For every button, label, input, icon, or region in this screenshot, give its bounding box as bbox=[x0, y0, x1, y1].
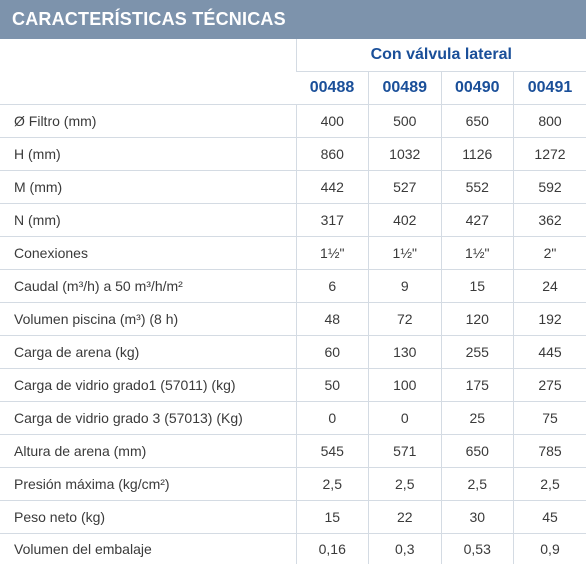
value-cell: 445 bbox=[514, 336, 586, 369]
model-header-00488: 00488 bbox=[296, 72, 369, 105]
value-cell: 72 bbox=[369, 303, 442, 336]
value-cell: 592 bbox=[514, 171, 586, 204]
row-label: M (mm) bbox=[0, 171, 296, 204]
section-title: CARACTERÍSTICAS TÉCNICAS bbox=[0, 0, 586, 39]
value-cell: 400 bbox=[296, 105, 369, 138]
value-cell: 1½" bbox=[296, 237, 369, 270]
value-cell: 442 bbox=[296, 171, 369, 204]
value-cell: 0,16 bbox=[296, 534, 369, 564]
value-cell: 860 bbox=[296, 138, 369, 171]
model-header-00489: 00489 bbox=[369, 72, 442, 105]
value-cell: 2,5 bbox=[514, 468, 586, 501]
value-cell: 2,5 bbox=[369, 468, 442, 501]
value-cell: 402 bbox=[369, 204, 442, 237]
row-label: Peso neto (kg) bbox=[0, 501, 296, 534]
value-cell: 2,5 bbox=[441, 468, 514, 501]
value-cell: 1½" bbox=[441, 237, 514, 270]
value-cell: 30 bbox=[441, 501, 514, 534]
value-cell: 552 bbox=[441, 171, 514, 204]
corner-cell bbox=[0, 39, 296, 105]
row-label: Carga de vidrio grado 3 (57013) (Kg) bbox=[0, 402, 296, 435]
value-cell: 15 bbox=[441, 270, 514, 303]
model-header-00491: 00491 bbox=[514, 72, 586, 105]
value-cell: 9 bbox=[369, 270, 442, 303]
value-cell: 571 bbox=[369, 435, 442, 468]
value-cell: 362 bbox=[514, 204, 586, 237]
row-label: Volumen piscina (m³) (8 h) bbox=[0, 303, 296, 336]
value-cell: 500 bbox=[369, 105, 442, 138]
value-cell: 1126 bbox=[441, 138, 514, 171]
value-cell: 120 bbox=[441, 303, 514, 336]
value-cell: 1032 bbox=[369, 138, 442, 171]
value-cell: 800 bbox=[514, 105, 586, 138]
value-cell: 15 bbox=[296, 501, 369, 534]
value-cell: 1272 bbox=[514, 138, 586, 171]
value-cell: 45 bbox=[514, 501, 586, 534]
value-cell: 427 bbox=[441, 204, 514, 237]
row-label: Altura de arena (mm) bbox=[0, 435, 296, 468]
row-label: Volumen del embalaje bbox=[0, 534, 296, 564]
value-cell: 2,5 bbox=[296, 468, 369, 501]
value-cell: 192 bbox=[514, 303, 586, 336]
group-header-row: Con válvula lateral bbox=[0, 39, 586, 72]
row-label: Ø Filtro (mm) bbox=[0, 105, 296, 138]
row-label: N (mm) bbox=[0, 204, 296, 237]
row-label: Carga de vidrio grado1 (57011) (kg) bbox=[0, 369, 296, 402]
value-cell: 25 bbox=[441, 402, 514, 435]
value-cell: 785 bbox=[514, 435, 586, 468]
row-label: Presión máxima (kg/cm²) bbox=[0, 468, 296, 501]
value-cell: 1½" bbox=[369, 237, 442, 270]
value-cell: 255 bbox=[441, 336, 514, 369]
value-cell: 0 bbox=[369, 402, 442, 435]
model-header-00490: 00490 bbox=[441, 72, 514, 105]
technical-specs-table: Con válvula lateral 00488 00489 00490 00… bbox=[0, 39, 586, 564]
value-cell: 0,9 bbox=[514, 534, 586, 564]
row-label: H (mm) bbox=[0, 138, 296, 171]
value-cell: 50 bbox=[296, 369, 369, 402]
value-cell: 0 bbox=[296, 402, 369, 435]
value-cell: 0,53 bbox=[441, 534, 514, 564]
value-cell: 650 bbox=[441, 435, 514, 468]
value-cell: 75 bbox=[514, 402, 586, 435]
value-cell: 22 bbox=[369, 501, 442, 534]
value-cell: 60 bbox=[296, 336, 369, 369]
value-cell: 48 bbox=[296, 303, 369, 336]
value-cell: 0,3 bbox=[369, 534, 442, 564]
value-cell: 6 bbox=[296, 270, 369, 303]
row-label: Carga de arena (kg) bbox=[0, 336, 296, 369]
value-cell: 545 bbox=[296, 435, 369, 468]
value-cell: 130 bbox=[369, 336, 442, 369]
row-label: Caudal (m³/h) a 50 m³/h/m² bbox=[0, 270, 296, 303]
value-cell: 24 bbox=[514, 270, 586, 303]
value-cell: 275 bbox=[514, 369, 586, 402]
value-cell: 527 bbox=[369, 171, 442, 204]
value-cell: 650 bbox=[441, 105, 514, 138]
group-header-con-valvula-lateral: Con válvula lateral bbox=[296, 39, 586, 72]
value-cell: 2" bbox=[514, 237, 586, 270]
value-cell: 175 bbox=[441, 369, 514, 402]
value-cell: 100 bbox=[369, 369, 442, 402]
row-label: Conexiones bbox=[0, 237, 296, 270]
value-cell: 317 bbox=[296, 204, 369, 237]
